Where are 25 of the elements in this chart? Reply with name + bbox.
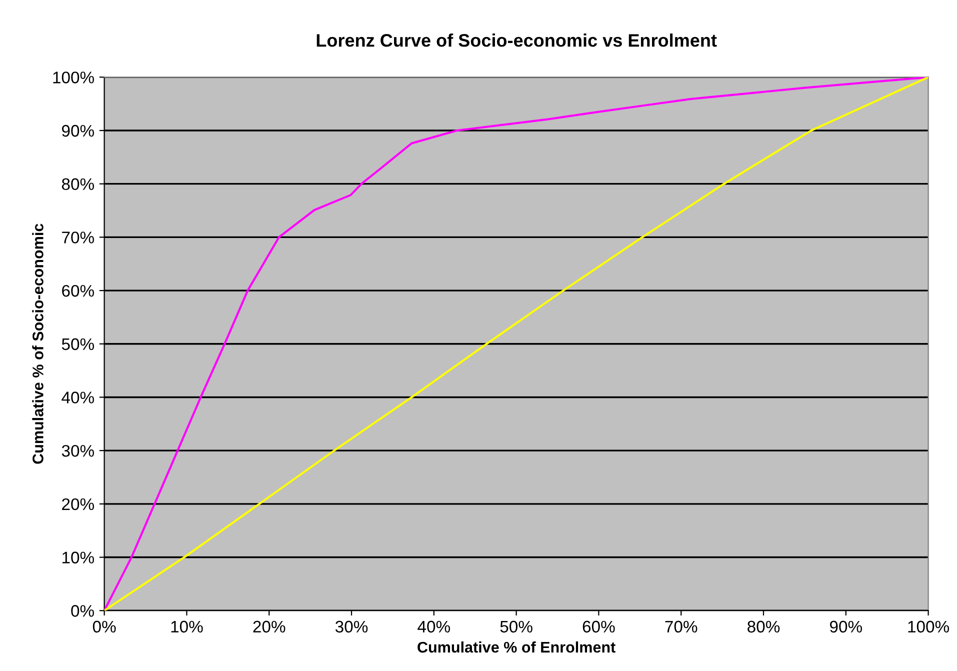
x-tick-label: 90% xyxy=(830,620,862,633)
x-tick-label: 0% xyxy=(92,620,116,633)
y-tick-label: 80% xyxy=(62,178,94,190)
x-tick-label: 40% xyxy=(418,620,450,633)
y-tick-label: 50% xyxy=(62,338,94,350)
x-tick-label: 30% xyxy=(335,620,368,633)
y-tick-label: 30% xyxy=(62,444,94,457)
y-tick-label: 60% xyxy=(62,284,94,297)
chart-title: Lorenz Curve of Socio-economic vs Enrolment xyxy=(316,34,717,47)
y-tick-label: 20% xyxy=(62,498,94,510)
y-tick-label: 40% xyxy=(62,392,94,404)
x-axis-title: Cumulative % of Enrolment xyxy=(418,641,616,653)
y-tick-label: 10% xyxy=(62,552,94,564)
x-tick-label: 100% xyxy=(908,620,950,633)
y-axis-title: Cumulative % of Socio-economic xyxy=(32,224,44,464)
y-tick-label: 90% xyxy=(62,124,94,137)
y-tick-label: 100% xyxy=(53,72,94,84)
x-tick-label: 20% xyxy=(253,620,286,633)
x-tick-label: 60% xyxy=(582,620,615,633)
y-tick-label: 70% xyxy=(62,232,94,244)
x-tick-label: 70% xyxy=(665,620,698,633)
x-tick-label: 10% xyxy=(171,620,203,633)
y-tick-label: 0% xyxy=(71,605,94,617)
x-tick-label: 80% xyxy=(748,620,780,633)
x-tick-label: 50% xyxy=(500,620,532,633)
